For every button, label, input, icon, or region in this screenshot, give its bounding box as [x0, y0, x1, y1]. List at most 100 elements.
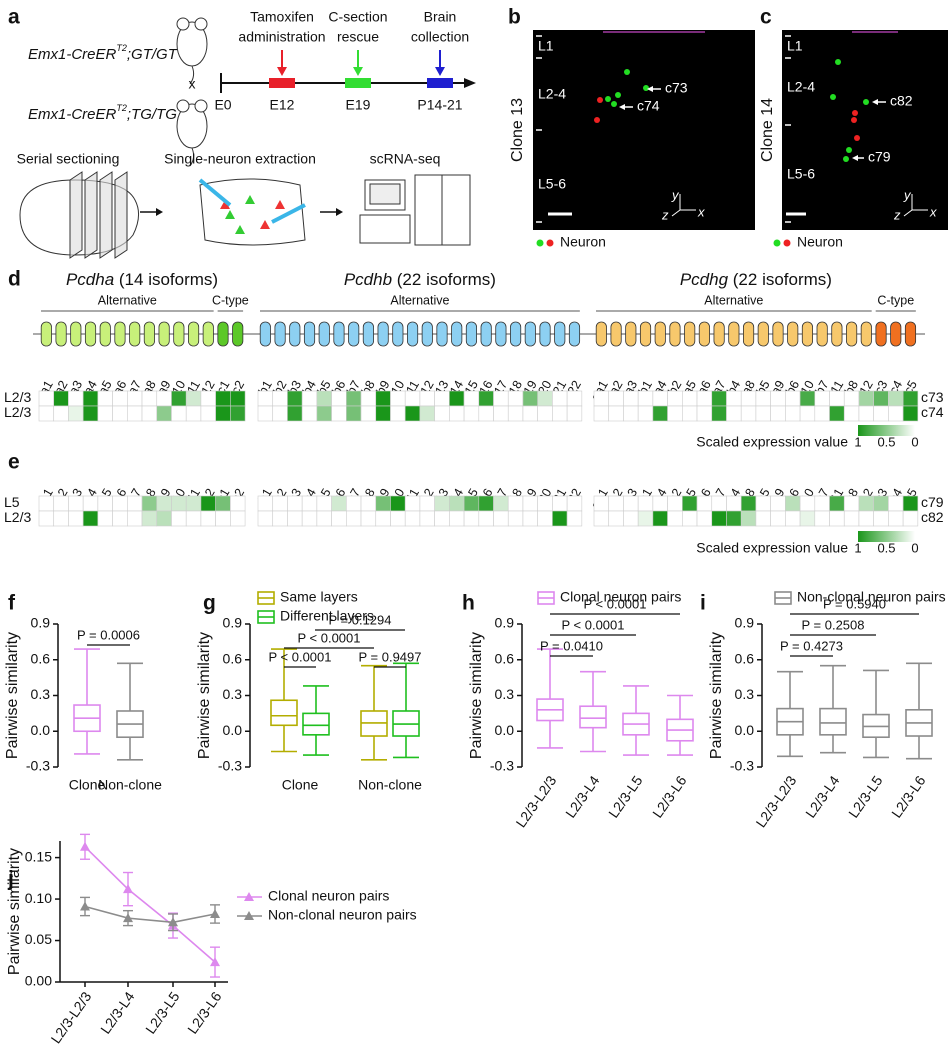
heat-cell	[390, 405, 406, 422]
isoform-exon	[406, 321, 419, 347]
heat-cell	[171, 510, 187, 527]
isoform-exon	[787, 321, 799, 347]
heat-cell	[112, 390, 128, 407]
heat-cell	[390, 495, 406, 512]
cell-arrowhead	[872, 99, 878, 105]
cell-arrowhead	[647, 86, 653, 92]
heat-cell	[141, 510, 158, 527]
y-tick-label: 0.0	[223, 722, 243, 738]
step-label: scRNA-seq	[370, 151, 441, 167]
genotype-name: Emx1-CreER	[28, 106, 117, 123]
isoform-exon	[143, 321, 155, 347]
heat-cell	[696, 495, 713, 512]
heat-cell	[652, 495, 668, 512]
isoform-exon	[510, 321, 522, 347]
heat-cell	[785, 495, 801, 512]
heat-cell	[726, 390, 742, 407]
heat-cell	[127, 405, 143, 422]
heat-cell	[171, 390, 187, 407]
isoform-count: (22 isoforms)	[392, 270, 496, 289]
heat-cell	[316, 390, 332, 407]
y-tick-label: 0.6	[495, 650, 515, 666]
heat-cell	[829, 510, 845, 527]
panel-label: b	[508, 6, 521, 29]
heat-cell	[112, 405, 128, 422]
heat-cell	[257, 390, 274, 407]
x-tick-label: L2/3-L2/3	[512, 773, 559, 831]
neuron-dot	[611, 101, 617, 107]
x-tick-label: L2/3-L2/3	[752, 773, 799, 831]
box	[536, 648, 564, 749]
isoform-exon	[539, 321, 551, 347]
heat-cell	[316, 510, 332, 527]
isoform-exon	[713, 321, 725, 347]
heat-cell	[566, 405, 583, 422]
neuron-dot	[594, 117, 600, 123]
heat-cell	[185, 405, 202, 422]
heat-cell	[696, 405, 713, 422]
isoform-exon	[698, 321, 710, 347]
heat-cell	[82, 405, 99, 422]
heat-cell	[346, 510, 362, 527]
colorbar	[858, 531, 915, 542]
y-axis-label: Pairwise similarity	[708, 632, 725, 759]
y-tick-label: 0.3	[31, 686, 51, 702]
heat-cell	[360, 495, 377, 512]
panel-label: e	[8, 451, 20, 474]
heat-cell	[419, 390, 435, 407]
isoform-exon	[801, 321, 814, 347]
neuron-dot	[846, 147, 852, 153]
isoform-exon	[639, 321, 652, 347]
heat-cell	[404, 390, 421, 407]
heat-cell	[667, 390, 683, 407]
heat-cell	[127, 495, 143, 512]
heat-cell	[667, 405, 683, 422]
heat-cell	[726, 510, 742, 527]
heat-cell	[755, 510, 771, 527]
y-tick-label: -0.3	[490, 758, 514, 774]
colorbar	[858, 425, 915, 436]
colorbar-tick: 1	[854, 540, 861, 555]
heat-cell	[829, 495, 845, 512]
clone-image	[533, 30, 755, 230]
event-label: Tamoxifen	[250, 9, 314, 25]
series-line	[84, 846, 216, 963]
genotype-suffix: ;TG/TG	[127, 106, 177, 123]
heat-cell	[740, 405, 757, 422]
heat-cell	[272, 510, 288, 527]
colorbar-tick: 0.5	[877, 434, 895, 449]
isoform-exon	[684, 321, 696, 347]
y-tick-label: 0.3	[735, 686, 755, 702]
heat-cell	[360, 405, 377, 422]
legend-label: Non-clonal neuron pairs	[797, 589, 946, 605]
genotype-superscript: T2	[116, 43, 127, 53]
row-cell: c82	[921, 509, 944, 525]
event-arrowhead	[277, 67, 287, 76]
y-tick-label: 0.3	[495, 686, 515, 702]
heat-cell	[301, 510, 318, 527]
heat-cell	[652, 390, 668, 407]
event-arrowhead	[435, 67, 445, 76]
heat-cell	[652, 510, 668, 527]
group-label: Alternative	[390, 293, 449, 307]
heat-cell	[770, 510, 786, 527]
heat-cell	[888, 495, 904, 512]
heat-cell	[404, 405, 421, 422]
legend-marker	[244, 911, 254, 920]
neuron-dot	[643, 85, 649, 91]
point-marker	[168, 917, 178, 927]
computer-screen	[369, 183, 401, 205]
heat-cell	[667, 495, 683, 512]
heat-cell	[711, 495, 727, 512]
heat-cell	[799, 495, 816, 512]
heat-cell	[623, 405, 639, 422]
heat-cell	[507, 390, 524, 407]
heat-cell	[215, 405, 231, 422]
heat-cell	[346, 390, 362, 407]
isoform-exon	[610, 321, 622, 347]
isoform-exon	[421, 321, 433, 347]
clone-title: Clone 14	[759, 98, 776, 162]
heat-cell	[112, 510, 128, 527]
neuron-dot	[605, 96, 611, 102]
box	[73, 648, 101, 755]
